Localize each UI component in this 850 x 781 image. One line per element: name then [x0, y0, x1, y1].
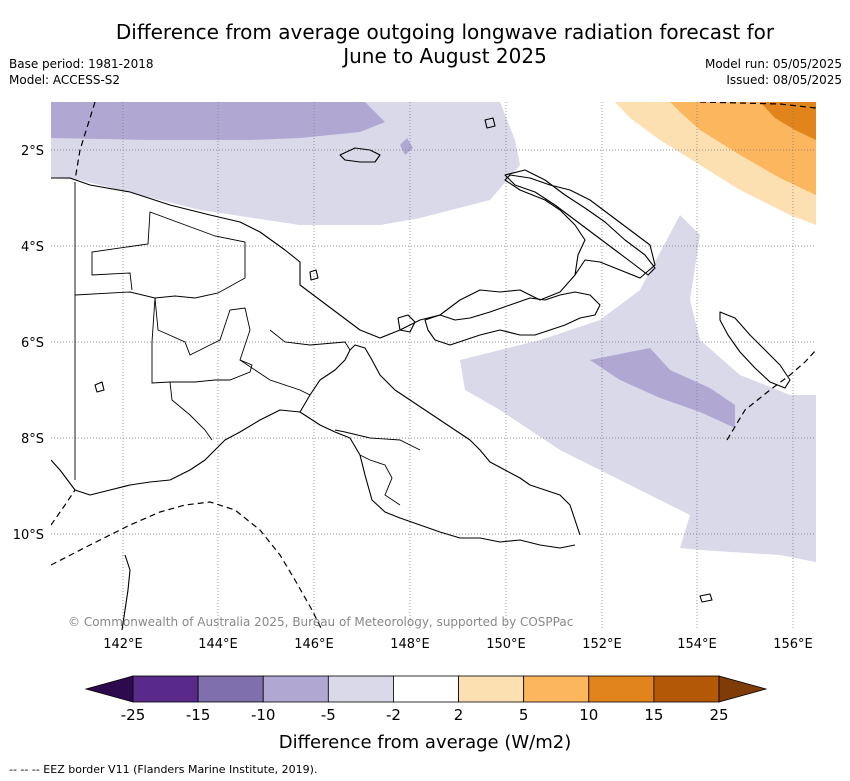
colorbar-tick-label: -25 [121, 706, 146, 724]
colorbar-tick-label: -15 [186, 706, 211, 724]
model-name: Model: ACCESS-S2 [9, 73, 121, 87]
colorbar-tick-label: -10 [251, 706, 276, 724]
colorbar-tick-label: 5 [519, 706, 529, 724]
colorbar-tick-label: 15 [644, 706, 663, 724]
colorbar-tick-label: 10 [579, 706, 598, 724]
meta-right: Model run: 05/05/2025 Issued: 08/05/2025 [705, 56, 842, 88]
bougainville [719, 311, 791, 389]
anomaly-orange-medium [670, 102, 816, 195]
map-area: © Commonwealth of Australia 2025, Bureau… [51, 102, 816, 630]
anomaly-orange-dark [760, 102, 816, 140]
small-island-2 [397, 314, 416, 333]
lat-label: 8°S [21, 432, 44, 447]
issued-date: Issued: 08/05/2025 [726, 73, 842, 87]
gridlines [51, 102, 816, 630]
lat-label: 4°S [21, 240, 44, 255]
lat-label: 10°S [13, 528, 44, 543]
lat-labels: 2°S 4°S 6°S 8°S 10°S [13, 144, 44, 543]
colorbar-tick-label: 25 [709, 706, 728, 724]
lat-label: 6°S [21, 336, 44, 351]
colorbar-swatch [262, 675, 329, 703]
colorbar-tick-label: 2 [454, 706, 464, 724]
small-island-1 [484, 117, 496, 129]
lon-label: 150°E [486, 637, 526, 652]
anomaly-medium-east [590, 348, 735, 428]
lat-label: 2°S [21, 144, 44, 159]
colorbar-swatch [458, 675, 525, 703]
colorbar-tick-label: -2 [386, 706, 401, 724]
meta-left: Base period: 1981-2018 Model: ACCESS-S2 [9, 56, 154, 88]
colorbar-swatch [132, 675, 199, 703]
manus-island [339, 147, 381, 163]
base-period: Base period: 1981-2018 [9, 57, 154, 71]
new-ireland [504, 169, 656, 276]
colorbar-arrow-high [718, 675, 768, 703]
lon-label: 152°E [582, 637, 622, 652]
eez-borders [51, 102, 816, 630]
copyright-text: © Commonwealth of Australia 2025, Bureau… [68, 615, 573, 629]
cape-york [121, 554, 131, 630]
coastlines [51, 117, 791, 630]
lon-label: 144°E [198, 637, 238, 652]
colorbar-swatch [197, 675, 264, 703]
small-island-4 [699, 593, 713, 603]
colorbar-swatch [327, 675, 394, 703]
colorbar-arrow-low [84, 675, 134, 703]
colorbar: -25 -15 -10 -5 -2 2 5 10 15 25 [84, 675, 768, 724]
lon-label: 148°E [390, 637, 430, 652]
lon-labels: 142°E 144°E 146°E 148°E 150°E 152°E 154°… [103, 637, 813, 652]
anomaly-light-east [460, 215, 816, 562]
title-line-2: June to August 2025 [343, 44, 547, 68]
borders [74, 182, 421, 506]
small-island-3 [309, 269, 319, 281]
lon-label: 146°E [294, 637, 334, 652]
model-run: Model run: 05/05/2025 [704, 57, 842, 71]
colorbar-swatch [523, 675, 590, 703]
small-island-5 [94, 381, 105, 393]
colorbar-swatch [653, 675, 720, 703]
colorbar-swatch [393, 675, 459, 703]
eez-footnote: -- -- -- EEZ border V11 (Flanders Marine… [9, 763, 318, 776]
title-line-1: Difference from average outgoing longwav… [115, 20, 775, 44]
colorbar-tick-label: -5 [321, 706, 336, 724]
new-britain [424, 291, 601, 346]
lon-label: 156°E [773, 637, 813, 652]
colorbar-swatch [588, 675, 655, 703]
lon-label: 142°E [103, 637, 143, 652]
papuan-south-coast [299, 344, 581, 536]
lon-label: 154°E [677, 637, 717, 652]
colorbar-label: Difference from average (W/m2) [279, 732, 571, 753]
map-title: Difference from average outgoing longwav… [90, 20, 800, 68]
